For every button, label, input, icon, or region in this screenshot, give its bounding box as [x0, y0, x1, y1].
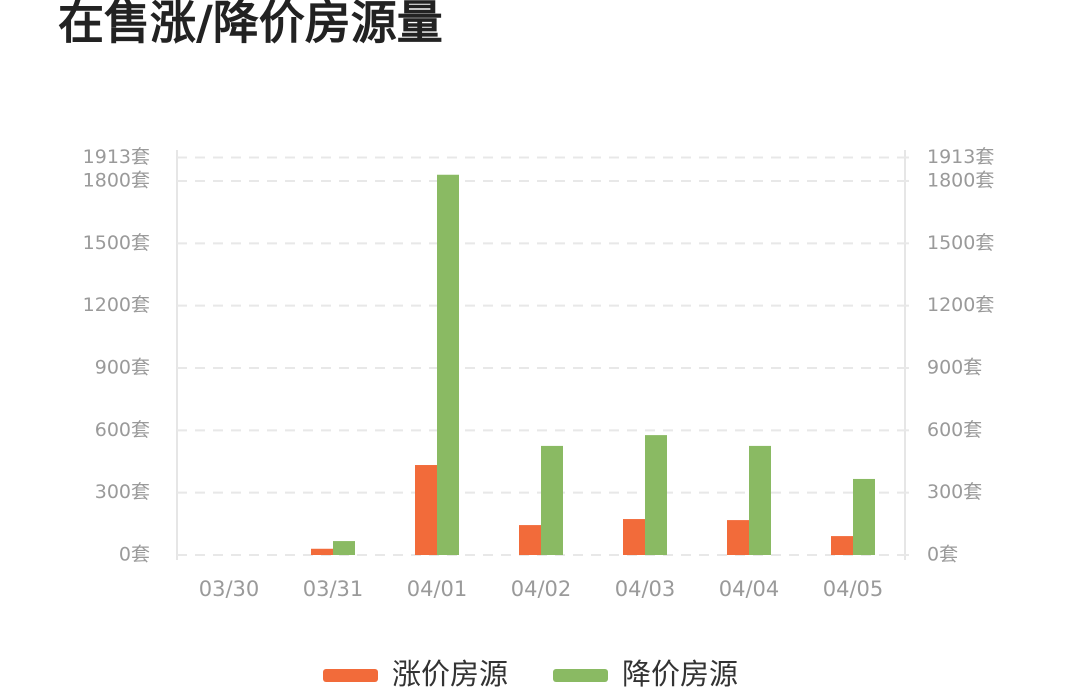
bar	[437, 174, 459, 556]
x-tick-label: 04/02	[511, 577, 572, 601]
y2-tick-label: 1200套	[927, 294, 994, 316]
x-tick-label: 03/30	[199, 577, 260, 601]
y2-tick-label: 300套	[927, 481, 982, 503]
legend-swatch	[323, 669, 378, 682]
y-tick-label: 1913套	[83, 146, 150, 168]
y2-tick-label: 600套	[927, 419, 982, 441]
bar	[831, 536, 853, 555]
y2-tick-label: 1500套	[927, 232, 994, 254]
chart-title: 在售涨/降价房源量	[58, 0, 443, 50]
y-tick-label: 300套	[95, 481, 150, 503]
bar	[623, 519, 645, 555]
bar	[645, 435, 667, 555]
bar	[519, 525, 541, 555]
y-tick-label: 600套	[95, 419, 150, 441]
y-tick-label: 1500套	[83, 232, 150, 254]
bar	[727, 520, 749, 555]
x-tick-label: 04/03	[615, 577, 676, 601]
x-tick-label: 03/31	[303, 577, 364, 601]
bar	[749, 445, 771, 555]
bar	[541, 445, 563, 555]
bar	[333, 541, 355, 555]
bar	[853, 478, 875, 555]
y-tick-label: 1200套	[83, 294, 150, 316]
y2-tick-label: 900套	[927, 356, 982, 378]
legend-swatch	[553, 669, 608, 682]
y2-tick-label: 0套	[927, 544, 958, 566]
bar	[415, 465, 437, 555]
x-tick-label: 04/01	[407, 577, 468, 601]
y-tick-label: 900套	[95, 356, 150, 378]
legend-label: 降价房源	[622, 657, 738, 690]
x-tick-label: 04/04	[719, 577, 780, 601]
legend-label: 涨价房源	[392, 657, 508, 690]
y2-tick-label: 1913套	[927, 146, 994, 168]
bar	[311, 548, 333, 555]
y-tick-label: 0套	[119, 544, 150, 566]
x-tick-label: 04/05	[823, 577, 884, 601]
y-tick-label: 1800套	[83, 169, 150, 191]
y2-tick-label: 1800套	[927, 169, 994, 191]
